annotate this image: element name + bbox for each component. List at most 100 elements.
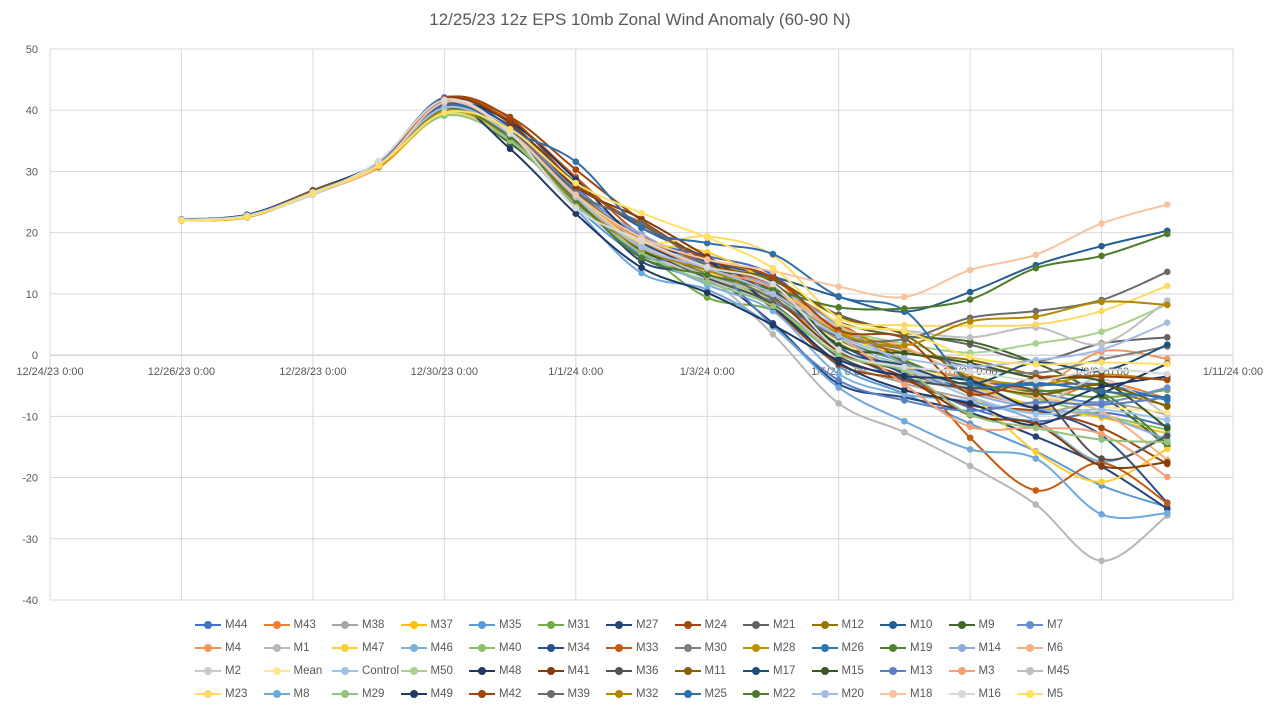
data-point	[572, 179, 580, 187]
data-point	[901, 342, 908, 349]
legend-swatch	[537, 643, 564, 653]
legend-label: M15	[841, 665, 864, 677]
data-point	[901, 293, 908, 301]
series-M5	[178, 109, 1171, 368]
data-point	[1098, 346, 1105, 353]
legend-swatch	[948, 689, 975, 699]
series-M8	[178, 102, 1171, 520]
data-point	[769, 302, 777, 310]
data-point	[1032, 369, 1040, 377]
legend-item: M39	[537, 685, 607, 703]
x-tick-label: 1/11/24 0:00	[1203, 366, 1263, 378]
legend-item: M10	[880, 616, 949, 634]
data-point	[901, 321, 908, 329]
legend-label: M27	[636, 619, 659, 631]
data-point	[1032, 321, 1040, 328]
legend-item: M28	[743, 639, 812, 657]
data-point	[901, 386, 908, 394]
data-point	[638, 209, 645, 217]
legend-item: M32	[606, 685, 675, 703]
data-point	[1163, 370, 1171, 378]
data-point	[638, 244, 645, 251]
legend-label: M36	[636, 665, 659, 677]
legend-swatch	[743, 689, 769, 699]
legend-item: M9	[948, 616, 1018, 634]
data-point	[1032, 398, 1040, 406]
series-line	[181, 100, 1168, 299]
data-point	[506, 119, 514, 127]
legend-item: M47	[332, 639, 401, 657]
legend-item: M31	[537, 616, 607, 634]
gridlines	[49, 48, 1234, 601]
legend-item: M12	[811, 616, 881, 634]
legend-label: M31	[567, 619, 590, 631]
data-point	[1032, 264, 1040, 272]
data-point	[572, 210, 580, 217]
legend-label: Control	[362, 665, 400, 677]
legend-label: M8	[293, 688, 310, 700]
data-point	[966, 368, 974, 375]
data-point	[703, 256, 711, 263]
legend-swatch	[606, 666, 632, 676]
legend-swatch	[948, 643, 975, 653]
legend-item: M35	[469, 616, 538, 634]
legend-swatch	[469, 643, 495, 653]
data-point	[638, 236, 645, 244]
data-point	[1163, 394, 1171, 401]
data-point	[966, 362, 974, 370]
data-point	[1032, 455, 1040, 462]
legend-label: M35	[499, 619, 522, 631]
legend-swatch	[332, 643, 358, 653]
y-tick-label: 20	[26, 228, 38, 240]
legend-item: M25	[674, 685, 744, 703]
legend-item: M27	[606, 616, 675, 634]
data-point	[769, 330, 777, 338]
legend-label: M46	[430, 642, 453, 654]
data-point	[1163, 403, 1171, 410]
data-point	[835, 400, 842, 407]
legend-label: M39	[567, 688, 590, 700]
data-point	[506, 114, 514, 122]
data-point	[966, 423, 974, 431]
legend-swatch	[400, 643, 427, 653]
legend-item: M11	[674, 662, 744, 680]
data-point	[1032, 360, 1040, 368]
y-tick-label: -30	[22, 534, 38, 546]
data-point	[966, 353, 974, 361]
legend-swatch	[263, 666, 290, 676]
legend-item: M36	[606, 662, 675, 680]
legend-item: M20	[811, 685, 881, 703]
legend-item: M8	[263, 685, 333, 703]
legend-swatch	[1017, 620, 1043, 630]
legend-label: M40	[499, 642, 522, 654]
data-point	[638, 219, 645, 227]
data-point	[375, 162, 382, 169]
data-point	[1163, 499, 1171, 507]
series-line	[181, 109, 1168, 347]
series-line	[181, 110, 1168, 461]
data-point	[835, 356, 842, 364]
legend-item: M7	[1017, 616, 1086, 634]
x-tick-label: 1/3/24 0:00	[680, 366, 735, 378]
data-point	[901, 363, 908, 371]
legend-label: M5	[1047, 688, 1063, 700]
legend-label: M11	[704, 665, 727, 677]
data-point	[638, 264, 645, 271]
data-point	[1032, 410, 1040, 418]
legend-item: M5	[1017, 685, 1086, 703]
legend-label: M2	[225, 665, 241, 677]
legend-item: M29	[332, 685, 401, 703]
data-point	[1098, 455, 1105, 462]
data-point	[835, 319, 842, 326]
legend-swatch	[1017, 689, 1043, 699]
y-tick-label: 40	[26, 105, 38, 117]
data-point	[901, 428, 908, 436]
legend-item: M49	[400, 685, 470, 703]
data-point	[1032, 313, 1040, 320]
data-point	[769, 295, 777, 303]
data-point	[1163, 384, 1171, 391]
data-point	[1163, 301, 1171, 309]
legend-label: M21	[773, 619, 796, 631]
legend-label: M48	[499, 665, 522, 677]
legend-label: Mean	[293, 665, 323, 677]
